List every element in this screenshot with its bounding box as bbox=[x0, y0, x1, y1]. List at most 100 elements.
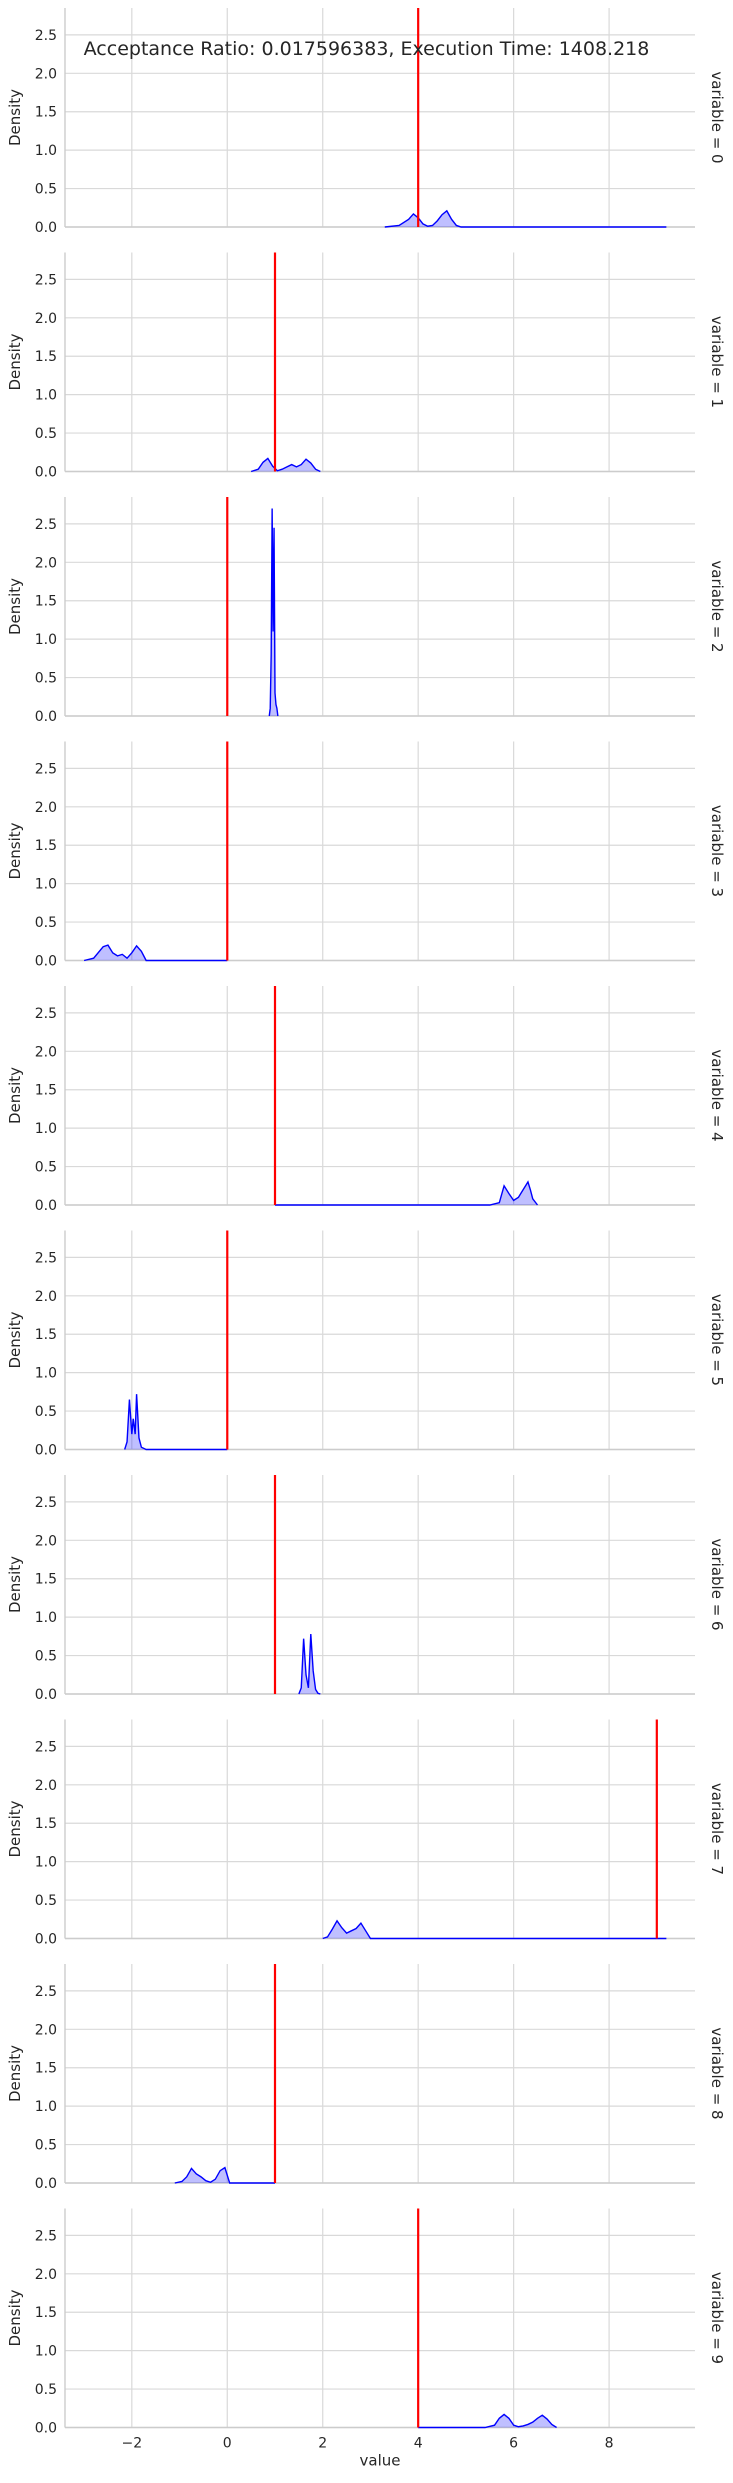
y-tick-label: 0.5 bbox=[35, 1893, 57, 1909]
y-tick-label: 2.0 bbox=[35, 2022, 57, 2038]
y-tick-label: 2.0 bbox=[35, 1289, 57, 1305]
y-tick-label: 2.0 bbox=[35, 1533, 57, 1549]
y-tick-label: 2.5 bbox=[35, 517, 57, 533]
y-tick-label: 0.5 bbox=[35, 1160, 57, 1176]
facet-label: variable = 4 bbox=[708, 1049, 726, 1141]
density-line bbox=[418, 2413, 557, 2429]
y-tick-label: 2.0 bbox=[35, 311, 57, 327]
y-tick-label: 1.5 bbox=[35, 594, 57, 610]
y-tick-label: 1.0 bbox=[35, 1366, 57, 1382]
y-axis-label: Density bbox=[6, 822, 24, 879]
facet-label: variable = 8 bbox=[708, 2027, 726, 2119]
y-tick-label: 0.0 bbox=[35, 709, 57, 725]
y-tick-label: 1.0 bbox=[35, 143, 57, 159]
y-tick-label: 1.5 bbox=[35, 2305, 57, 2321]
y-tick-label: 2.0 bbox=[35, 555, 57, 571]
y-axis-label: Density bbox=[6, 2045, 24, 2102]
y-tick-label: 1.0 bbox=[35, 1121, 57, 1137]
y-tick-label: 0.5 bbox=[35, 915, 57, 931]
y-tick-label: 0.5 bbox=[35, 1404, 57, 1420]
y-tick-label: 1.5 bbox=[35, 1327, 57, 1343]
x-tick-label: 0 bbox=[223, 2436, 232, 2452]
y-tick-label: 1.0 bbox=[35, 388, 57, 404]
x-tick-label: 4 bbox=[414, 2436, 423, 2452]
y-tick-label: 1.0 bbox=[35, 877, 57, 893]
x-tick-label: 6 bbox=[509, 2436, 518, 2452]
y-tick-label: 2.5 bbox=[35, 28, 57, 44]
y-tick-label: 1.5 bbox=[35, 349, 57, 365]
density-area bbox=[124, 1394, 228, 1450]
facet-label: variable = 5 bbox=[708, 1294, 726, 1386]
y-tick-label: 2.5 bbox=[35, 1495, 57, 1511]
facet-panel-5: 0.0 0.5 1.0 1.5 2.0 2.5 Density variable = 5 bbox=[6, 1230, 726, 1459]
density-line bbox=[275, 1180, 539, 1206]
facet-label: variable = 9 bbox=[708, 2272, 726, 2364]
y-tick-label: 0.5 bbox=[35, 2138, 57, 2154]
x-tick-label: −2 bbox=[121, 2436, 142, 2452]
density-area bbox=[384, 210, 667, 227]
facet-panel-2: 0.0 0.5 1.0 1.5 2.0 2.5 Density variable = 2 bbox=[6, 497, 726, 725]
y-tick-label: 1.0 bbox=[35, 632, 57, 648]
density-area bbox=[322, 1920, 667, 1939]
facet-panel-1: 0.0 0.5 1.0 1.5 2.0 2.5 Density variable = 1 bbox=[6, 252, 726, 481]
y-tick-label: 2.0 bbox=[35, 2267, 57, 2283]
density-line bbox=[123, 1394, 228, 1451]
density-area bbox=[84, 945, 228, 961]
y-tick-label: 0.0 bbox=[35, 1198, 57, 1214]
y-tick-label: 2.5 bbox=[35, 1739, 57, 1755]
facet-panel-7: 0.0 0.5 1.0 1.5 2.0 2.5 Density variable = 7 bbox=[6, 1719, 726, 1948]
y-tick-label: 0.5 bbox=[35, 2382, 57, 2398]
y-tick-label: 1.5 bbox=[35, 1816, 57, 1832]
y-tick-label: 1.0 bbox=[35, 2099, 57, 2115]
density-line bbox=[250, 457, 321, 473]
y-axis-label: Density bbox=[6, 1800, 24, 1857]
y-axis-label: Density bbox=[6, 333, 24, 390]
y-tick-label: 0.0 bbox=[35, 220, 57, 236]
y-tick-label: 0.0 bbox=[35, 2421, 57, 2437]
y-tick-label: 2.5 bbox=[35, 1984, 57, 2000]
y-tick-label: 2.0 bbox=[35, 1778, 57, 1794]
facet-panel-0: 0.0 0.5 1.0 1.5 2.0 2.5 Density variable = 0 bbox=[6, 8, 726, 236]
y-tick-label: 1.0 bbox=[35, 2344, 57, 2360]
y-tick-label: 2.5 bbox=[35, 1250, 57, 1266]
x-axis-label: value bbox=[360, 2452, 401, 2470]
facet-label: variable = 2 bbox=[708, 560, 726, 652]
y-tick-label: 0.5 bbox=[35, 671, 57, 687]
y-tick-label: 0.0 bbox=[35, 465, 57, 481]
y-axis-label: Density bbox=[6, 89, 24, 146]
density-line bbox=[322, 1919, 667, 1940]
y-tick-label: 2.5 bbox=[35, 1006, 57, 1022]
y-tick-label: 1.5 bbox=[35, 2061, 57, 2077]
y-tick-label: 2.5 bbox=[35, 761, 57, 777]
y-axis-label: Density bbox=[6, 1556, 24, 1613]
y-axis-label: Density bbox=[6, 2289, 24, 2346]
facet-label: variable = 1 bbox=[708, 316, 726, 408]
y-tick-label: 0.5 bbox=[35, 1649, 57, 1665]
chart-title: Acceptance Ratio: 0.017596383, Execution… bbox=[83, 38, 650, 60]
x-tick-label: 8 bbox=[605, 2436, 614, 2452]
facet-label: variable = 3 bbox=[708, 805, 726, 897]
facet-panel-3: 0.0 0.5 1.0 1.5 2.0 2.5 Density variable = 3 bbox=[6, 741, 726, 970]
y-tick-label: 0.0 bbox=[35, 954, 57, 970]
density-line bbox=[174, 2166, 275, 2184]
facet-label: variable = 7 bbox=[708, 1783, 726, 1875]
y-tick-label: 2.0 bbox=[35, 1044, 57, 1060]
x-tick-label: 2 bbox=[318, 2436, 327, 2452]
density-line bbox=[384, 209, 667, 228]
density-line bbox=[83, 944, 228, 962]
facet-panel-9: 0.0 0.5 1.0 1.5 2.0 2.5 Density variable = 9 −2 0… bbox=[6, 2208, 726, 2470]
y-tick-label: 2.5 bbox=[35, 272, 57, 288]
density-area bbox=[275, 1181, 538, 1205]
y-tick-label: 1.5 bbox=[35, 1572, 57, 1588]
y-tick-label: 1.0 bbox=[35, 1855, 57, 1871]
facet-panel-8: 0.0 0.5 1.0 1.5 2.0 2.5 Density variable = 8 bbox=[6, 1964, 726, 2192]
y-axis-label: Density bbox=[6, 578, 24, 635]
density-line bbox=[268, 508, 279, 717]
y-tick-label: 0.0 bbox=[35, 1687, 57, 1703]
y-tick-label: 0.5 bbox=[35, 182, 57, 198]
y-tick-label: 0.0 bbox=[35, 1443, 57, 1459]
y-tick-label: 1.5 bbox=[35, 838, 57, 854]
facet-label: variable = 6 bbox=[708, 1538, 726, 1630]
density-area bbox=[251, 458, 321, 472]
